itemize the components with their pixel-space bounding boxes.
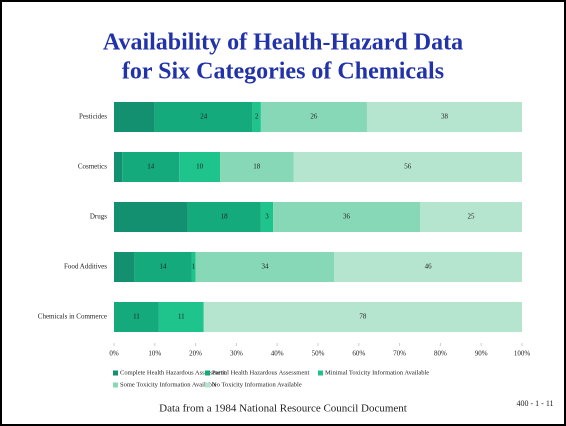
legend-label: Some Toxicity Information Available bbox=[120, 381, 217, 388]
data-label: 25 bbox=[468, 213, 476, 221]
legend-swatch bbox=[113, 382, 118, 388]
category-label: Food Additives bbox=[64, 263, 107, 271]
bar-segment bbox=[114, 202, 188, 232]
legend-label: No Toxicity Information Available bbox=[212, 381, 302, 388]
x-tick-label: 80% bbox=[434, 350, 447, 358]
x-tick-label: 0% bbox=[109, 350, 119, 358]
x-tick-label: 20% bbox=[189, 350, 202, 358]
data-label: 78 bbox=[359, 313, 367, 321]
x-tick-label: 40% bbox=[271, 350, 284, 358]
category-label: Cosmetics bbox=[78, 163, 107, 171]
legend-swatch bbox=[318, 370, 323, 376]
slide-number: 400 - 1 - 11 bbox=[516, 399, 553, 408]
bar-segment bbox=[179, 152, 221, 182]
bar-segment bbox=[220, 152, 294, 182]
title-line: for Six Categories of Chemicals bbox=[122, 59, 444, 85]
data-label: 46 bbox=[425, 263, 433, 271]
bar-segment bbox=[154, 102, 253, 132]
data-label: 11 bbox=[178, 313, 185, 321]
data-label: 3 bbox=[265, 213, 269, 221]
legend-label: Minimal Toxicity Information Available bbox=[325, 369, 429, 376]
category-label: Pesticides bbox=[79, 113, 107, 121]
bar-segment bbox=[195, 252, 335, 282]
data-label: 10 bbox=[196, 163, 204, 171]
data-label: 18 bbox=[253, 163, 261, 171]
bar-segment bbox=[114, 252, 135, 282]
footer: Data from a 1984 National Resource Counc… bbox=[159, 403, 407, 415]
data-label: 18 bbox=[221, 213, 229, 221]
legend-label: Partial Health Hazardous Assessment bbox=[212, 369, 309, 376]
data-label: 34 bbox=[261, 263, 269, 271]
bar-segment bbox=[114, 102, 155, 132]
bar-segment bbox=[260, 102, 367, 132]
bar-segment bbox=[134, 252, 192, 282]
category-label: Chemicals in Commerce bbox=[38, 313, 107, 321]
x-tick-label: 30% bbox=[230, 350, 243, 358]
x-tick-label: 60% bbox=[352, 350, 365, 358]
bar-segment bbox=[366, 102, 522, 132]
legend-swatch bbox=[205, 370, 210, 376]
x-tick-label: 100% bbox=[514, 350, 531, 358]
bar-segment bbox=[122, 152, 180, 182]
bar-segment bbox=[334, 252, 522, 282]
bar-segment bbox=[187, 202, 261, 232]
bar-segment bbox=[158, 302, 204, 332]
data-label: 14 bbox=[159, 263, 167, 271]
title-line: Availability of Health-Hazard Data bbox=[103, 30, 463, 56]
x-tick-label: 70% bbox=[393, 350, 406, 358]
data-label: 26 bbox=[310, 113, 318, 121]
data-label: 38 bbox=[441, 113, 449, 121]
data-label: 56 bbox=[404, 163, 412, 171]
bar-segment bbox=[191, 252, 196, 282]
data-label: 1 bbox=[192, 263, 196, 271]
x-tick-label: 10% bbox=[148, 350, 161, 358]
legend-swatch bbox=[113, 370, 118, 376]
data-label: 14 bbox=[147, 163, 155, 171]
data-label: 36 bbox=[343, 213, 351, 221]
legend-swatch bbox=[205, 382, 210, 388]
data-label: 2 bbox=[255, 113, 259, 121]
bar-segment bbox=[260, 202, 274, 232]
bar-segment bbox=[252, 102, 261, 132]
bar-segment bbox=[273, 202, 420, 232]
bar-segment bbox=[293, 152, 522, 182]
bar-segment bbox=[114, 302, 159, 332]
bar-segment bbox=[420, 202, 522, 232]
data-label: 24 bbox=[200, 113, 208, 121]
category-label: Drugs bbox=[90, 213, 107, 221]
bar-segment bbox=[114, 152, 123, 182]
bar-segment bbox=[203, 302, 522, 332]
x-tick-label: 90% bbox=[475, 350, 488, 358]
legend-label: Complete Health Hazardous Assessment bbox=[120, 369, 226, 376]
x-tick-label: 50% bbox=[312, 350, 325, 358]
data-label: 11 bbox=[133, 313, 140, 321]
